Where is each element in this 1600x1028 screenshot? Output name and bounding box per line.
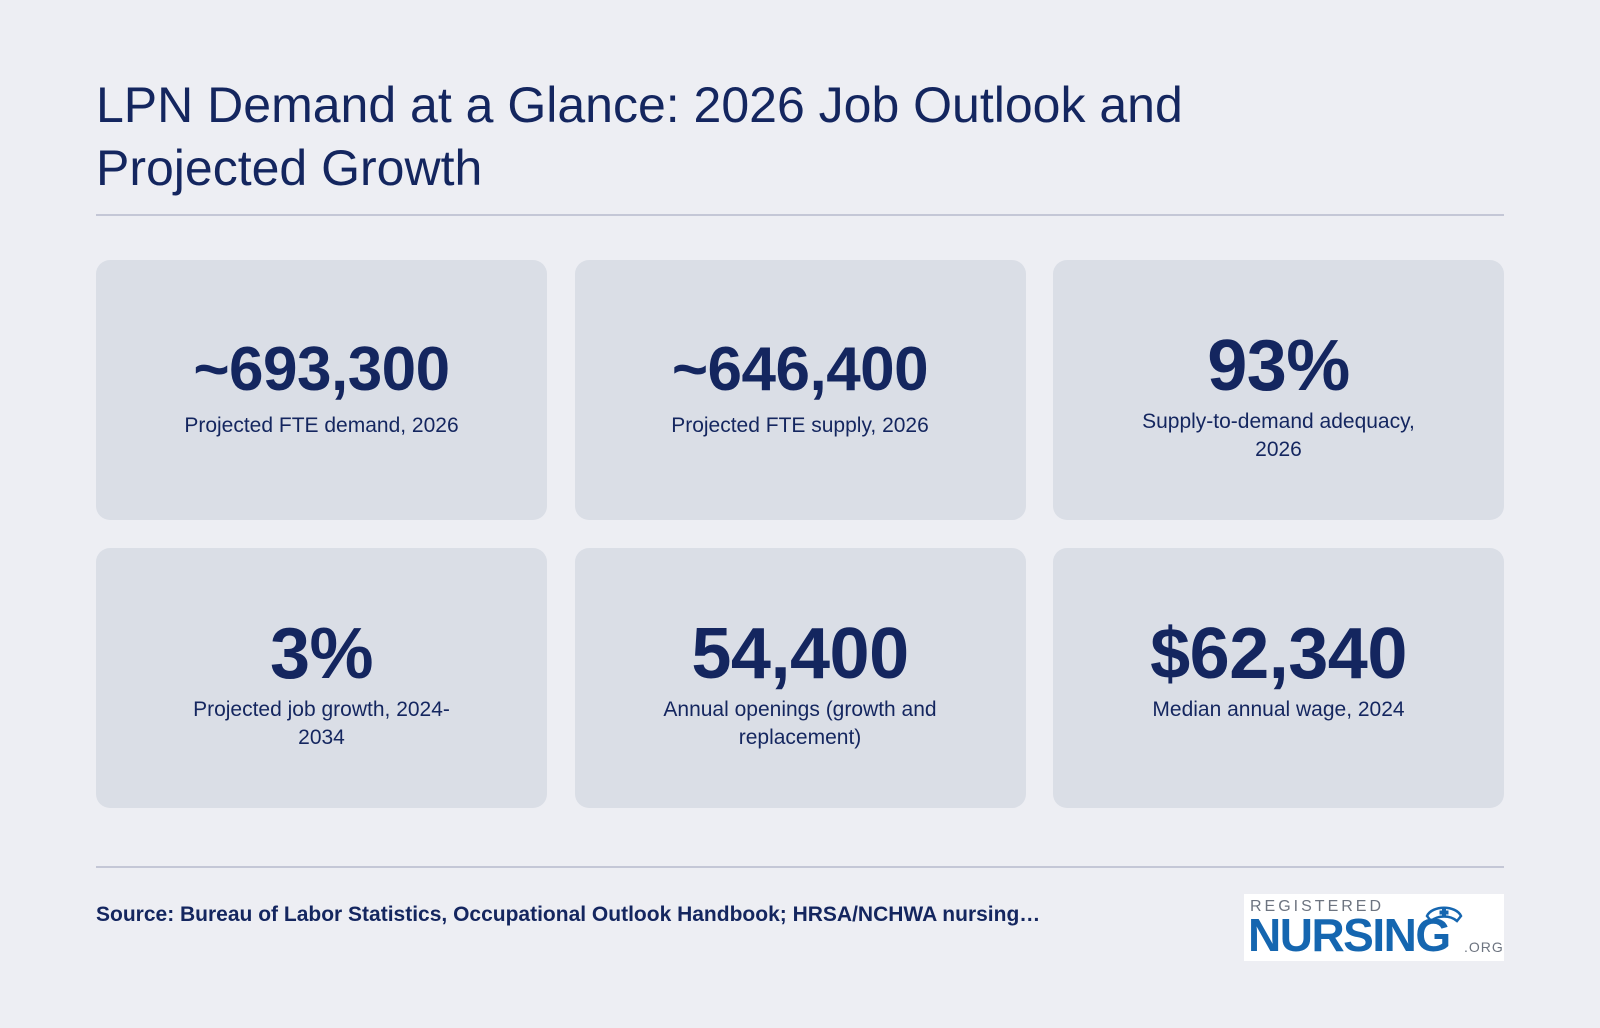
stat-card-adequacy: 93% Supply-to-demand adequacy, 2026 — [1053, 260, 1504, 520]
stat-label: Projected FTE demand, 2026 — [184, 414, 459, 437]
stat-label: Median annual wage, 2024 — [1152, 698, 1405, 721]
footer-divider — [96, 866, 1504, 868]
source-note: Source: Bureau of Labor Statistics, Occu… — [96, 903, 1041, 926]
stat-card-fte-demand: ~693,300 Projected FTE demand, 2026 — [96, 260, 547, 520]
stat-value: ~693,300 — [193, 335, 450, 404]
nurse-cap-icon — [1425, 906, 1463, 923]
infographic: LPN Demand at a Glance: 2026 Job Outlook… — [96, 0, 1504, 1028]
page-title: LPN Demand at a Glance: 2026 Job Outlook… — [96, 77, 1183, 196]
header-divider — [96, 214, 1504, 216]
logo-top-text: REGISTERED — [1250, 898, 1385, 915]
stat-card-annual-openings: 54,400 Annual openings (growth and repla… — [574, 548, 1026, 808]
stat-card-job-growth: 3% Projected job growth, 2024-2034 — [96, 548, 547, 808]
stat-value: ~646,400 — [671, 335, 929, 404]
stat-label: Projected job growth, 2024-2034 — [193, 698, 450, 749]
stat-card-fte-supply: ~646,400 Projected FTE supply, 2026 — [574, 260, 1026, 520]
registered-nursing-logo: REGISTERED NURSING .ORG — [1244, 894, 1504, 961]
stat-value: $62,340 — [1150, 614, 1407, 694]
stat-value: 93% — [1207, 326, 1350, 406]
stat-label: Annual openings (growth and replacement) — [663, 698, 937, 749]
stat-value: 3% — [269, 614, 374, 694]
logo-main-text: NURSING — [1248, 909, 1451, 961]
stat-label: Supply-to-demand adequacy, 2026 — [1142, 410, 1415, 461]
stat-label: Projected FTE supply, 2026 — [671, 414, 929, 437]
stat-card-median-wage: $62,340 Median annual wage, 2024 — [1053, 548, 1504, 808]
logo-suffix: .ORG — [1464, 939, 1504, 955]
stats-grid: ~693,300 Projected FTE demand, 2026 ~646… — [96, 260, 1504, 808]
stat-value: 54,400 — [691, 614, 909, 694]
